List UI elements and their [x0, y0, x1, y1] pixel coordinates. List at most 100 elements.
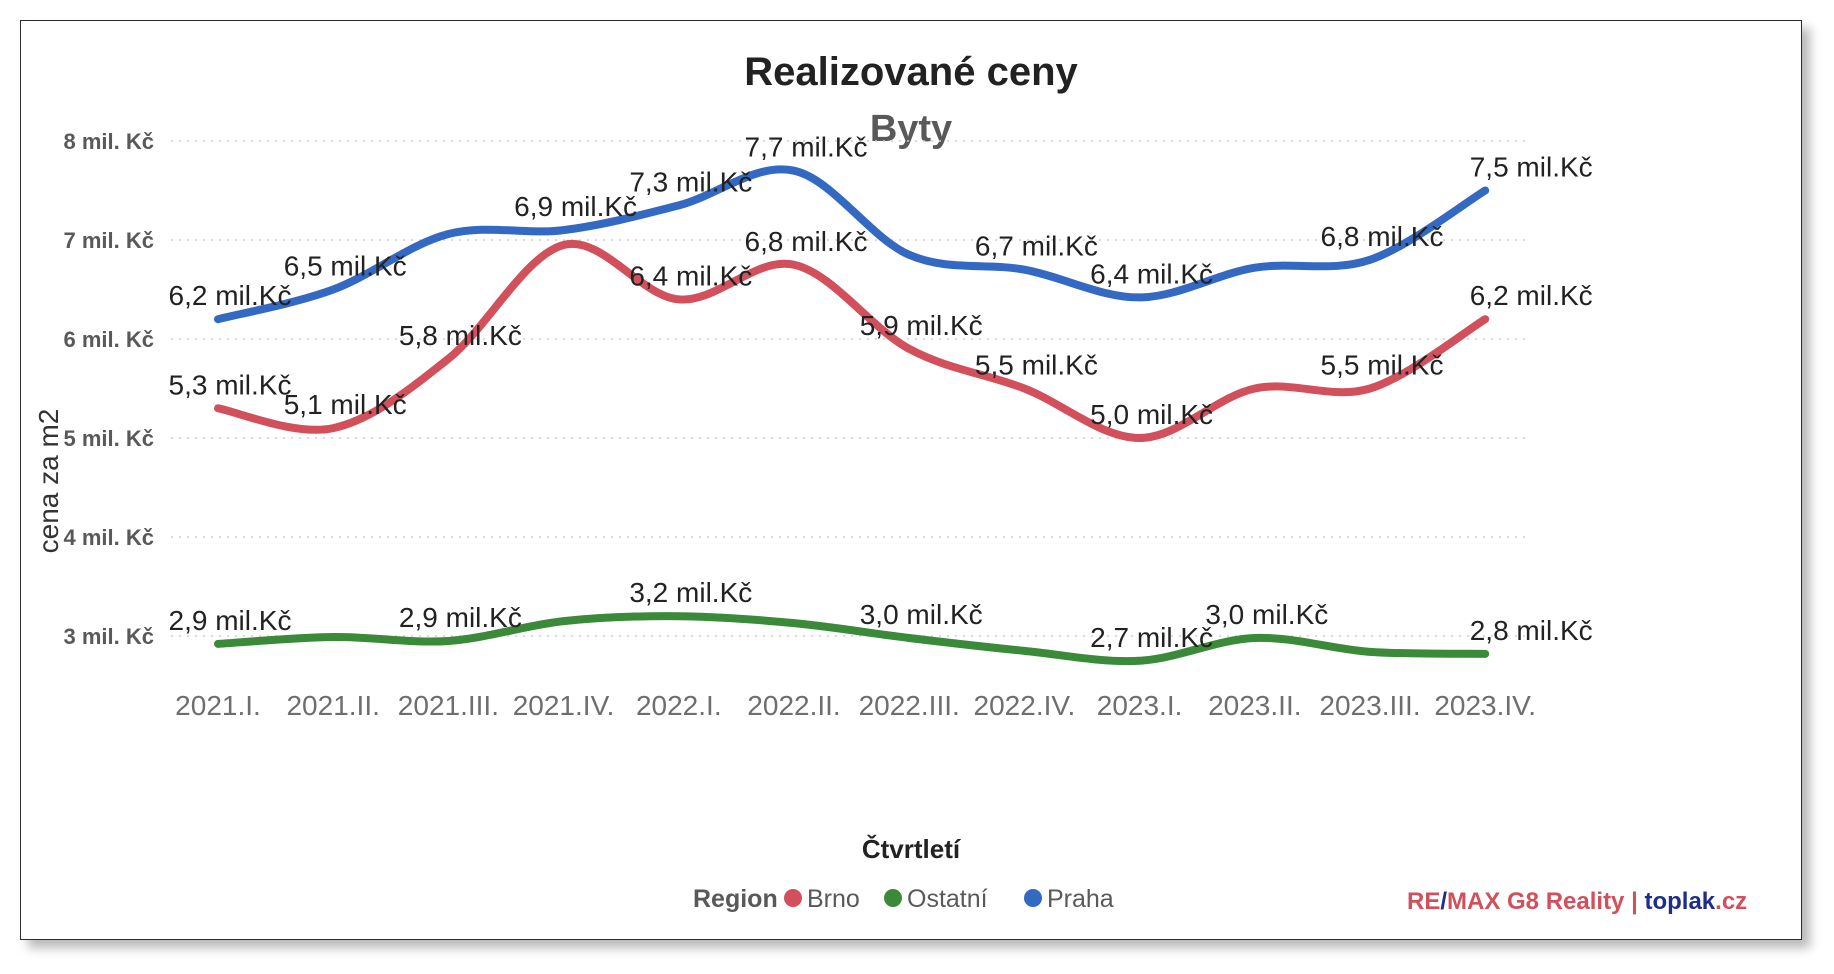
data-point [215, 405, 221, 412]
data-point [791, 261, 797, 268]
data-point [1367, 648, 1373, 655]
y-tick-label: 7 mil. Kč [64, 228, 154, 253]
data-label: 2,9 mil.Kč [399, 602, 522, 633]
brand-re: RE [1407, 888, 1440, 915]
series-line-ostatní [214, 612, 1490, 666]
data-label: 2,9 mil.Kč [169, 605, 292, 636]
x-tick-label: 2021.II. [286, 690, 379, 721]
data-point [1251, 385, 1258, 392]
data-point [906, 345, 913, 352]
data-point [215, 640, 221, 647]
legend-item-ostatní[interactable]: Ostatní [884, 885, 988, 913]
data-label: 5,0 mil.Kč [1090, 399, 1213, 430]
data-label: 5,3 mil.Kč [169, 369, 292, 400]
x-tick-label: 2023.I. [1097, 690, 1183, 721]
data-label: 6,7 mil.Kč [975, 231, 1098, 262]
data-point [1367, 256, 1373, 263]
data-label: 2,7 mil.Kč [1090, 622, 1213, 653]
y-tick-label: 4 mil. Kč [64, 525, 154, 550]
data-label: 6,8 mil.Kč [745, 226, 868, 257]
x-tick-label: 2022.IV. [974, 690, 1076, 721]
data-label: 5,9 mil.Kč [860, 310, 983, 341]
brand-separator: | [1624, 888, 1644, 915]
data-point [1482, 316, 1489, 323]
brand-name: MAX G8 Reality [1447, 888, 1625, 915]
brand-site: toplak [1644, 888, 1715, 915]
line-chart: Realizované ceny Byty 3 mil. Kč 4 mil. Kč… [33, 50, 1747, 915]
x-tick-label: 2023.II. [1208, 690, 1301, 721]
data-label: 6,5 mil.Kč [284, 251, 407, 282]
legend-item-brno[interactable]: Brno [784, 885, 860, 913]
legend-marker [1024, 889, 1042, 907]
legend-title: Region [693, 885, 778, 913]
y-tick-label: 6 mil. Kč [64, 327, 154, 352]
data-point [791, 620, 797, 627]
legend-label: Ostatní [907, 885, 988, 913]
data-label: 5,8 mil.Kč [399, 320, 522, 351]
data-point [906, 634, 913, 641]
x-tick-label: 2022.II. [747, 690, 840, 721]
data-point [791, 167, 797, 174]
x-tick-label: 2021.IV. [513, 690, 615, 721]
data-point [1021, 647, 1028, 654]
data-point [1251, 634, 1258, 641]
x-tick-label: 2022.III. [859, 690, 960, 721]
data-point [1136, 657, 1143, 664]
data-point [330, 286, 337, 293]
data-point [1136, 294, 1143, 301]
data-point [906, 251, 913, 258]
data-label: 6,9 mil.Kč [514, 191, 637, 222]
series-line-brno [214, 239, 1490, 442]
data-point [560, 241, 567, 248]
data-point [445, 637, 452, 644]
data-point [330, 425, 337, 432]
data-point [1367, 385, 1373, 392]
data-point [560, 618, 567, 625]
data-point [1251, 264, 1258, 271]
data-point [675, 613, 682, 620]
data-label: 3,0 mil.Kč [1205, 599, 1328, 630]
data-label: 3,0 mil.Kč [860, 599, 983, 630]
legend: Region Brno Ostatní Praha [693, 885, 1114, 913]
data-label: 7,5 mil.Kč [1470, 152, 1593, 183]
data-point [1482, 650, 1489, 657]
legend-marker [884, 889, 902, 907]
legend-marker [784, 889, 802, 907]
x-tick-label: 2023.IV. [1434, 690, 1536, 721]
x-tick-label: 2022.I. [636, 690, 722, 721]
data-point [445, 355, 452, 362]
data-label: 3,2 mil.Kč [629, 577, 752, 608]
y-tick-label: 5 mil. Kč [64, 426, 154, 451]
y-tick-label: 8 mil. Kč [64, 129, 154, 154]
data-label: 5,5 mil.Kč [1321, 350, 1444, 381]
data-point [1136, 435, 1143, 441]
brand-footer: RE/MAX G8 Reality | toplak.cz [1407, 888, 1747, 915]
data-label: 2,8 mil.Kč [1470, 615, 1593, 646]
brand-tld: .cz [1715, 888, 1747, 915]
legend-item-praha[interactable]: Praha [1024, 885, 1114, 913]
data-point [560, 227, 567, 234]
data-label: 5,1 mil.Kč [284, 389, 407, 420]
data-label: 6,4 mil.Kč [1090, 258, 1213, 289]
x-tick-label: 2021.I. [175, 690, 261, 721]
data-point [675, 296, 682, 303]
legend-label: Brno [807, 885, 860, 913]
x-axis-label: Čtvrtletí [862, 834, 961, 864]
data-label: 5,5 mil.Kč [975, 350, 1098, 381]
data-label: 6,2 mil.Kč [1470, 280, 1593, 311]
x-tick-label: 2023.III. [1319, 690, 1420, 721]
chart-frame: Realizované ceny Byty 3 mil. Kč 4 mil. Kč… [20, 20, 1802, 940]
y-tick-label: 3 mil. Kč [64, 624, 154, 649]
data-point [1021, 385, 1028, 392]
data-point [445, 231, 452, 238]
data-point [215, 316, 221, 323]
x-tick-label: 2021.III. [398, 690, 499, 721]
data-label: 6,2 mil.Kč [169, 280, 292, 311]
data-point [1482, 187, 1489, 194]
brand-slash: / [1440, 888, 1447, 915]
chart-title: Realizované ceny [744, 50, 1078, 94]
data-label: 7,7 mil.Kč [745, 132, 868, 163]
data-label: 7,3 mil.Kč [629, 166, 752, 197]
data-label: 6,4 mil.Kč [629, 260, 752, 291]
data-label: 6,8 mil.Kč [1321, 221, 1444, 252]
